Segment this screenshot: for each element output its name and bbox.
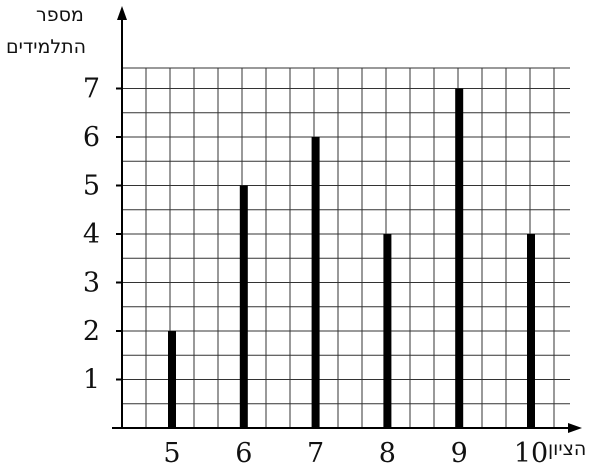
x-tick-label: 9 <box>451 438 468 469</box>
x-axis-arrow <box>568 423 582 433</box>
bar-6 <box>239 185 248 428</box>
bar-5 <box>168 331 176 428</box>
y-axis-arrow <box>117 6 127 20</box>
axes <box>112 6 582 433</box>
bar-8 <box>383 234 392 428</box>
grid <box>122 67 570 428</box>
y-tick-label: 2 <box>83 316 100 347</box>
y-tick-label: 1 <box>83 365 100 396</box>
y-tick-label: 4 <box>83 219 100 250</box>
x-tick-label: 7 <box>307 438 324 469</box>
y-axis-label-line-1: מספר <box>36 4 84 26</box>
y-tick-label: 5 <box>83 171 100 202</box>
x-tick-label: 6 <box>235 438 252 469</box>
tick-labels: 1 2 3 4 5 6 7 5 6 7 8 9 10 <box>83 74 548 469</box>
bar-9 <box>455 88 464 428</box>
x-tick-label: 5 <box>163 438 180 469</box>
y-tick-label: 7 <box>83 74 100 105</box>
bar-10 <box>527 234 535 428</box>
x-axis-label: הציון <box>548 438 587 460</box>
y-tick-label: 6 <box>83 122 100 153</box>
x-tick-label: 8 <box>379 438 396 469</box>
bar-7 <box>311 137 320 428</box>
bars <box>168 88 535 428</box>
y-axis-label-line-2: התלמידים <box>6 36 87 58</box>
y-tick-label: 3 <box>83 268 100 299</box>
x-tick-label: 10 <box>514 438 548 469</box>
